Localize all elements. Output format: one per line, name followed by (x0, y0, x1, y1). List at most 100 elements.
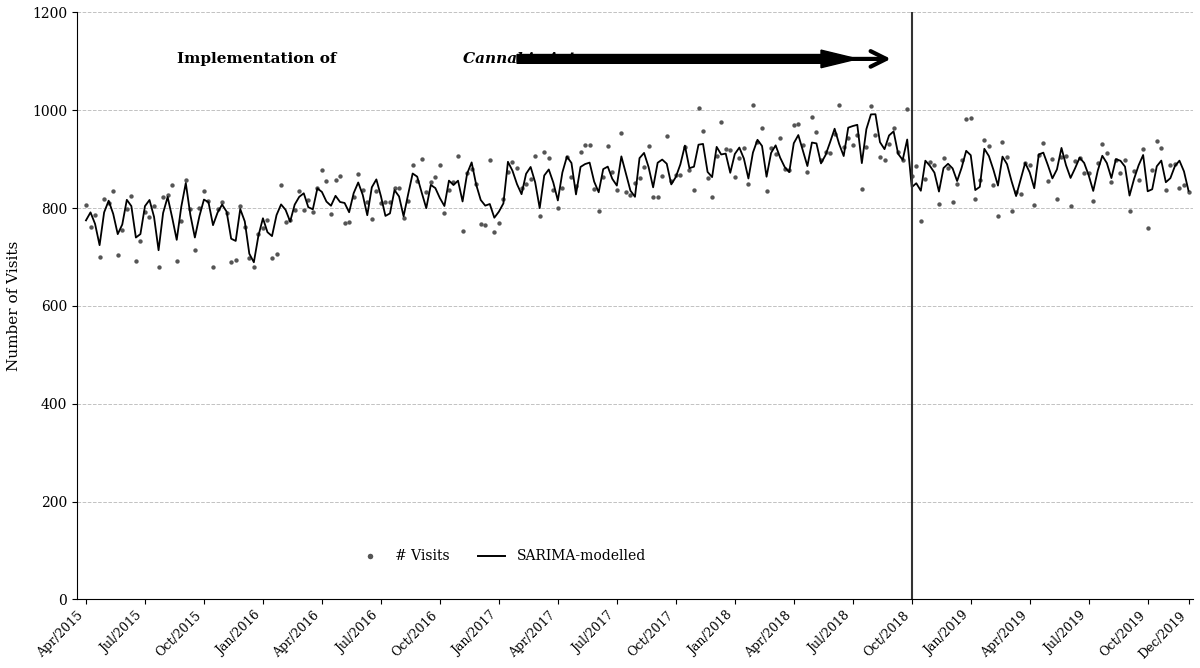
Point (335, 218, 354, 228)
Point (526, 151, 545, 162)
Point (390, 182, 409, 193)
Point (716, 143, 736, 154)
Point (748, 137, 767, 148)
Point (1056, 150, 1075, 161)
Point (126, 256, 145, 267)
Point (212, 196, 232, 207)
Point (829, 100, 848, 111)
Point (589, 206, 608, 216)
Point (103, 186, 122, 196)
Point (689, 103, 708, 114)
Point (698, 172, 718, 183)
Point (839, 133, 858, 144)
Point (1093, 139, 1112, 150)
Point (208, 204, 227, 214)
Point (562, 172, 581, 182)
Point (612, 128, 631, 139)
Point (457, 168, 476, 178)
Point (90, 252, 109, 263)
Point (452, 226, 472, 236)
Point (989, 210, 1008, 221)
Point (398, 195, 418, 206)
Point (1142, 164, 1162, 175)
Point (925, 159, 944, 170)
Point (934, 152, 953, 163)
Point (136, 207, 155, 218)
Point (185, 244, 204, 255)
Point (847, 130, 866, 140)
Point (875, 154, 894, 165)
Point (580, 139, 599, 150)
Point (844, 140, 863, 150)
Point (571, 147, 590, 158)
Point (498, 167, 517, 178)
Point (834, 142, 853, 152)
Point (276, 217, 295, 228)
Point (253, 222, 272, 233)
Point (984, 180, 1003, 190)
Point (512, 183, 532, 194)
Point (653, 170, 672, 181)
Point (263, 253, 282, 263)
Point (154, 191, 173, 202)
Point (1070, 153, 1090, 164)
Point (966, 194, 985, 204)
Point (204, 261, 223, 272)
Point (403, 160, 422, 170)
Point (1048, 194, 1067, 204)
Point (1033, 137, 1052, 148)
Point (118, 204, 137, 215)
Point (100, 198, 119, 208)
Point (222, 257, 241, 267)
Point (162, 180, 181, 191)
Point (113, 224, 132, 235)
Point (530, 210, 550, 221)
Point (362, 214, 382, 224)
Point (784, 120, 803, 131)
Point (1025, 200, 1044, 210)
Point (535, 147, 554, 158)
Point (884, 123, 904, 134)
Point (557, 152, 576, 162)
Point (439, 185, 458, 196)
Point (712, 117, 731, 128)
Point (326, 174, 346, 185)
Point (566, 181, 586, 192)
Point (281, 214, 300, 225)
Point (1020, 159, 1039, 170)
Point (862, 101, 881, 112)
Point (775, 164, 794, 174)
Point (1138, 222, 1157, 233)
Point (376, 197, 395, 208)
Point (245, 261, 264, 272)
Point (676, 142, 695, 152)
Point (739, 178, 758, 189)
Point (158, 190, 178, 200)
Point (553, 182, 572, 193)
Point (766, 148, 785, 159)
Point (707, 151, 726, 162)
Point (607, 184, 626, 195)
Point (730, 152, 749, 163)
Point (702, 191, 721, 202)
Point (920, 157, 940, 168)
Point (544, 184, 563, 195)
Point (757, 186, 776, 196)
Point (971, 174, 990, 185)
Point (956, 114, 976, 125)
Point (194, 186, 214, 196)
Point (798, 167, 817, 178)
Point (893, 155, 912, 166)
Point (770, 132, 790, 143)
Point (684, 184, 703, 195)
Point (743, 100, 762, 111)
Point (294, 204, 313, 215)
Point (1015, 158, 1034, 168)
Point (1152, 143, 1171, 154)
Point (1120, 205, 1139, 216)
Point (317, 176, 336, 186)
Point (576, 140, 595, 150)
Point (508, 162, 527, 173)
Point (144, 201, 163, 212)
Legend: # Visits, SARIMA-modelled: # Visits, SARIMA-modelled (350, 544, 652, 569)
